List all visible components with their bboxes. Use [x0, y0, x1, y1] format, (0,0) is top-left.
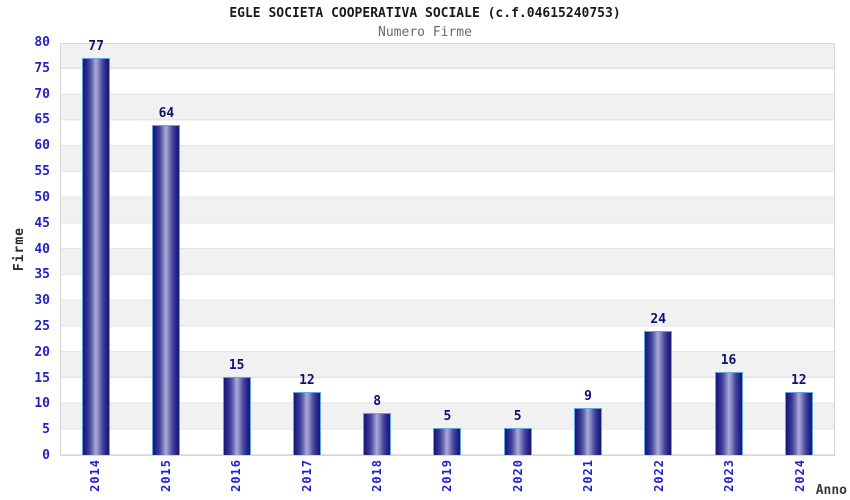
- y-tick-label: 30: [34, 293, 50, 309]
- bar-2019: [433, 428, 462, 455]
- x-tick-label-2022: 2022: [651, 459, 666, 492]
- bar-slot-2016: 15: [202, 44, 272, 455]
- bar-value-2024: 12: [790, 373, 807, 389]
- bar-2017: [292, 392, 321, 455]
- x-label-slot: 2017: [271, 459, 341, 499]
- chart-subtitle: Numero Firme: [378, 25, 472, 40]
- bar-2024: [784, 392, 813, 455]
- y-tick-label: 75: [34, 60, 50, 76]
- bar-slot-2018: 8: [342, 44, 412, 455]
- x-tick-label-2018: 2018: [370, 459, 385, 492]
- x-tick-label-2014: 2014: [88, 459, 103, 492]
- bar-2021: [573, 407, 602, 455]
- bar-2014: [82, 58, 111, 455]
- x-axis-title: Anno: [815, 483, 847, 498]
- plot-area: 77 64 15 12 8 5 5 9 24 16 12: [60, 39, 835, 456]
- y-tick-label: 50: [34, 189, 50, 205]
- y-axis: 0 5 10 15 20 25 30 35 40 45 50 55 60 65 70 75 80: [0, 0, 56, 500]
- bar-slot-2024: 12: [764, 44, 834, 455]
- x-label-slot: 2020: [483, 459, 553, 499]
- bar-slot-2014: 77: [61, 39, 131, 455]
- bar-value-2014: 77: [88, 39, 104, 55]
- y-tick-label: 40: [34, 241, 50, 257]
- x-label-slot: 2021: [553, 459, 623, 499]
- bar-slot-2023: 16: [693, 44, 763, 455]
- y-tick-label: 70: [34, 86, 50, 102]
- bar-slot-2019: 5: [412, 44, 482, 455]
- bar-value-2021: 9: [584, 388, 592, 404]
- y-tick-label: 10: [34, 396, 50, 412]
- y-tick-label: 0: [42, 448, 50, 463]
- y-tick-label: 80: [34, 35, 50, 50]
- x-label-slot: 2014: [60, 459, 130, 499]
- bar-slot-2015: 64: [131, 44, 201, 455]
- bar-2020: [503, 428, 532, 455]
- bar-value-2018: 8: [373, 393, 382, 409]
- bar-value-2020: 5: [513, 409, 522, 425]
- x-tick-label-2015: 2015: [158, 459, 173, 492]
- y-tick-label: 45: [34, 215, 50, 231]
- bars-row: 77 64 15 12 8 5 5 9 24 16 12: [61, 39, 834, 455]
- x-tick-label-2019: 2019: [440, 459, 455, 492]
- y-tick-label: 5: [42, 422, 50, 438]
- x-label-slot: 2023: [694, 459, 764, 499]
- bar-2015: [152, 125, 181, 455]
- x-label-slot: 2019: [412, 459, 482, 499]
- bar-slot-2022: 24: [623, 44, 693, 455]
- bar-value-2017: 12: [299, 373, 315, 389]
- y-tick-label: 60: [34, 138, 50, 154]
- bar-value-2016: 15: [228, 357, 245, 373]
- bar-value-2022: 24: [650, 311, 667, 327]
- x-label-slot: 2015: [130, 459, 200, 499]
- bar-2016: [222, 376, 251, 455]
- bar-value-2023: 16: [720, 352, 737, 368]
- bar-value-2019: 5: [443, 409, 452, 425]
- y-tick-label: 25: [34, 318, 50, 334]
- bar-slot-2020: 5: [483, 44, 553, 455]
- bar-slot-2021: 9: [553, 44, 623, 455]
- x-tick-label-2021: 2021: [581, 459, 596, 492]
- bar-2018: [363, 412, 392, 455]
- x-label-slot: 2022: [624, 459, 694, 499]
- y-tick-label: 20: [34, 344, 50, 360]
- y-tick-label: 35: [34, 267, 50, 283]
- bar-value-2015: 64: [158, 106, 175, 122]
- chart-title: EGLE SOCIETA COOPERATIVA SOCIALE (c.f.04…: [229, 6, 621, 21]
- y-tick-label: 65: [34, 112, 50, 128]
- y-axis-title-box: Firme: [8, 43, 30, 456]
- x-tick-label-2024: 2024: [792, 459, 807, 492]
- x-tick-label-2016: 2016: [229, 459, 244, 492]
- bar-2023: [714, 371, 743, 455]
- bar-slot-2017: 12: [272, 44, 342, 455]
- bar-2022: [644, 330, 673, 455]
- x-tick-label-2023: 2023: [722, 459, 737, 492]
- x-tick-label-2020: 2020: [510, 459, 525, 492]
- y-tick-label: 55: [34, 164, 50, 180]
- y-axis-title: Firme: [11, 227, 27, 272]
- x-axis-labels: 2014 2015 2016 2017 2018 2019 2020 2021 2022 2023…: [60, 459, 835, 499]
- x-tick-label-2017: 2017: [299, 459, 314, 492]
- x-label-slot: 2018: [342, 459, 412, 499]
- x-label-slot: 2016: [201, 459, 271, 499]
- y-tick-label: 15: [34, 370, 50, 386]
